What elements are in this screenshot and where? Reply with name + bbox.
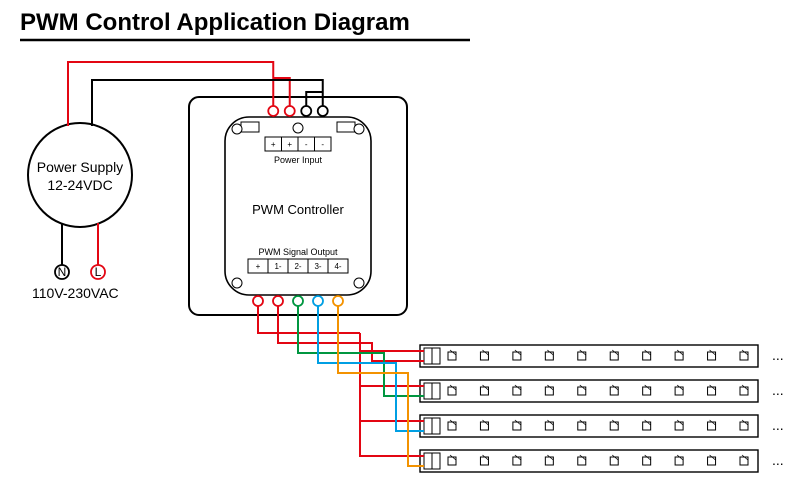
output-terminal-label: + [256, 262, 261, 271]
input-ring [285, 106, 295, 116]
led-chip [643, 387, 651, 395]
strip-ellipsis: ... [772, 347, 784, 363]
led-chip [740, 352, 748, 360]
controller-title: PWM Controller [252, 202, 344, 217]
neutral-label: N [58, 265, 67, 279]
led-chip [708, 457, 716, 465]
strip-ellipsis: ... [772, 417, 784, 433]
output-ring [253, 296, 263, 306]
led-chip [708, 422, 716, 430]
led-chip [578, 457, 586, 465]
led-strip: ... [420, 380, 784, 402]
led-chip [480, 387, 488, 395]
led-chip [643, 457, 651, 465]
power-input-label: Power Input [274, 155, 323, 165]
led-chip [513, 422, 521, 430]
led-strip: ... [420, 415, 784, 437]
mount-screw [232, 278, 242, 288]
input-ring [301, 106, 311, 116]
psu-circle [28, 123, 132, 227]
input-terminal-label: + [271, 140, 276, 149]
signal-output-label: PWM Signal Output [258, 247, 338, 257]
led-chip [740, 422, 748, 430]
led-chip [675, 387, 683, 395]
led-chip [513, 352, 521, 360]
led-chip [610, 422, 618, 430]
led-chip [610, 352, 618, 360]
output-terminal-label: 1- [274, 262, 281, 271]
led-chip [448, 422, 456, 430]
led-chip [675, 422, 683, 430]
led-chip [643, 352, 651, 360]
led-strip: ... [420, 450, 784, 472]
led-chip [480, 422, 488, 430]
plus-branch [360, 333, 424, 421]
input-terminal-label: + [287, 140, 292, 149]
adjust-pad-right [337, 122, 355, 132]
led-chip [610, 457, 618, 465]
led-chip [708, 387, 716, 395]
strip-ellipsis: ... [772, 452, 784, 468]
input-terminal-label: - [321, 140, 324, 149]
plus-branch [360, 333, 424, 386]
led-chip [545, 387, 553, 395]
mount-screw [354, 278, 364, 288]
output-ring [293, 296, 303, 306]
led-chip [740, 387, 748, 395]
diagram-title: PWM Control Application Diagram [20, 9, 410, 36]
psu-line1: Power Supply [37, 159, 123, 175]
led-chip [480, 352, 488, 360]
output-terminal-label: 2- [294, 262, 301, 271]
led-strip: ... [420, 345, 784, 367]
mount-screw [354, 124, 364, 134]
led-chip [578, 387, 586, 395]
output-terminal-label: 3- [314, 262, 321, 271]
led-chip [740, 457, 748, 465]
led-chip [448, 457, 456, 465]
adjust-pad-left [241, 122, 259, 132]
led-chip [578, 352, 586, 360]
led-chip [480, 457, 488, 465]
ac-voltage-label: 110V-230VAC [32, 285, 119, 301]
led-chip [513, 457, 521, 465]
mount-screw [232, 124, 242, 134]
led-chip [545, 422, 553, 430]
live-label: L [95, 265, 102, 279]
controller-button [293, 123, 303, 133]
led-chip [708, 352, 716, 360]
led-chip [448, 352, 456, 360]
led-chip [545, 457, 553, 465]
psu-line2: 12-24VDC [47, 177, 112, 193]
led-chip [545, 352, 553, 360]
output-ring [313, 296, 323, 306]
output-ring [273, 296, 283, 306]
led-chip [448, 387, 456, 395]
led-chip [610, 387, 618, 395]
strip-ellipsis: ... [772, 382, 784, 398]
led-chip [578, 422, 586, 430]
led-chip [643, 422, 651, 430]
output-terminal-label: 4- [334, 262, 341, 271]
led-chip [513, 387, 521, 395]
input-ring [318, 106, 328, 116]
input-ring [268, 106, 278, 116]
led-chip [675, 457, 683, 465]
input-terminal-label: - [305, 140, 308, 149]
output-ring [333, 296, 343, 306]
led-chip [675, 352, 683, 360]
